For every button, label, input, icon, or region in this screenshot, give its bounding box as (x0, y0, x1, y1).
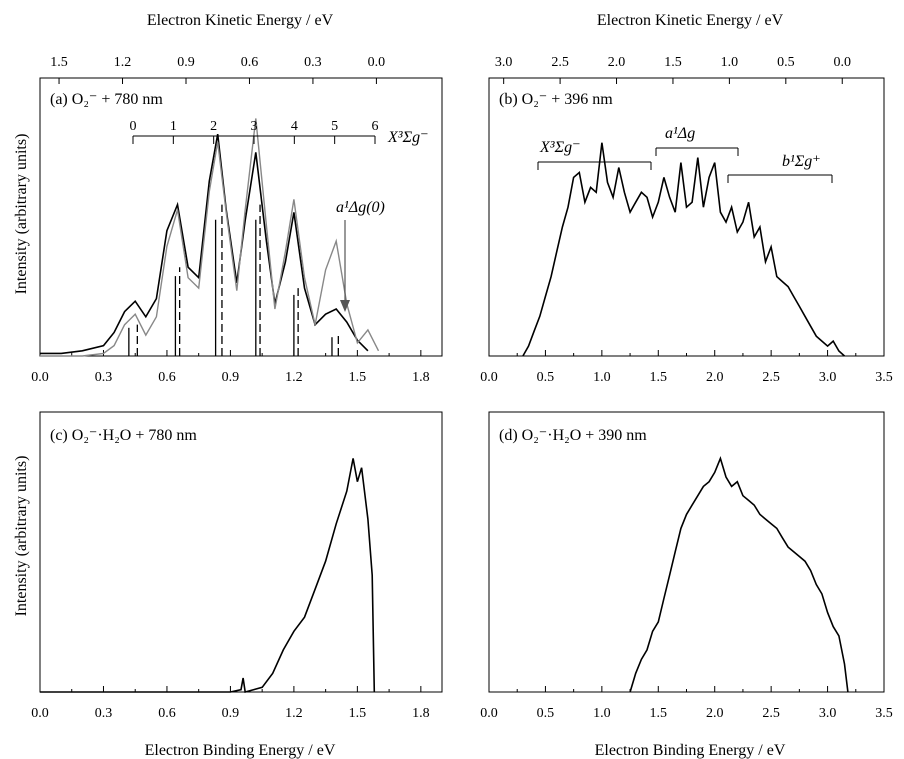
x2-tick-label: 0.5 (777, 55, 795, 70)
x-tick-label: 0.0 (31, 370, 49, 385)
x-tick-label: 3.0 (819, 370, 837, 385)
x-tick-label: 3.5 (875, 370, 893, 385)
panel-c-title: (c) O₂⁻·H₂O + 780 nm (50, 427, 197, 444)
x-tick-label: 3.0 (819, 706, 837, 721)
x-state-label-b: X³Σg⁻ (539, 139, 581, 156)
x2-tick-label: 0.0 (833, 55, 851, 70)
panel-b-title: (b) O₂⁻ + 396 nm (499, 91, 613, 108)
ladder-level-label: 5 (331, 119, 338, 134)
x-tick-label: 1.2 (285, 370, 303, 385)
x-tick-label: 3.5 (875, 706, 893, 721)
panel-d-title: (d) O₂⁻·H₂O + 390 nm (499, 427, 647, 444)
x2-tick-label: 1.0 (721, 55, 739, 70)
panel-c: (c) O₂⁻·H₂O + 780 nm 0.0 0.3 0.6 0.9 1.2 1.5 1… (31, 412, 442, 721)
x-tick-label: 0.0 (480, 370, 498, 385)
panel-a-frame (40, 78, 442, 356)
panel-b: (b) O₂⁻ + 396 nm 0.0 0.5 1.0 1.5 2.0 2.5 3.0 3.… (480, 55, 893, 385)
ladder-level-label: 2 (210, 119, 217, 134)
panel-b-annotations: X³Σg⁻ a¹Δg b¹Σg⁺ (538, 125, 832, 183)
x-tick-label: 1.8 (412, 706, 430, 721)
x2-tick-label: 1.2 (114, 55, 132, 70)
x-tick-label: 1.5 (650, 706, 668, 721)
x2-tick-label: 3.0 (495, 55, 513, 70)
x-tick-label: 0.5 (537, 706, 555, 721)
x-tick-label: 1.5 (349, 370, 367, 385)
x2-tick-label: 2.0 (608, 55, 626, 70)
top-axis-label-right: Electron Kinetic Energy / eV (597, 12, 784, 29)
x2-tick-label: 0.6 (241, 55, 259, 70)
x-tick-label: 1.5 (650, 370, 668, 385)
x-tick-label: 0.9 (222, 706, 240, 721)
x2-tick-label: 1.5 (50, 55, 68, 70)
panel-b-frame (489, 78, 884, 356)
bottom-axis-label-left: Electron Binding Energy / eV (145, 742, 336, 759)
x-tick-label: 0.3 (95, 706, 113, 721)
x-tick-label: 0.0 (31, 706, 49, 721)
a-state-label-a: a¹Δg(0) (336, 199, 385, 216)
b-state-label-b: b¹Σg⁺ (782, 153, 821, 170)
ladder-level-label: 1 (170, 119, 177, 134)
series-line-1 (40, 458, 374, 692)
x-tick-label: 1.2 (285, 706, 303, 721)
x-tick-label: 1.0 (593, 706, 611, 721)
x2-tick-label: 1.5 (664, 55, 682, 70)
x2-tick-label: 2.5 (551, 55, 569, 70)
x-tick-label: 0.3 (95, 370, 113, 385)
x-tick-label: 1.5 (349, 706, 367, 721)
x-tick-label: 0.6 (158, 370, 176, 385)
panel-a-title: (a) O₂⁻ + 780 nm (50, 91, 163, 108)
x-tick-label: 2.0 (706, 706, 724, 721)
series-line-1 (630, 458, 848, 692)
x-tick-label: 1.0 (593, 370, 611, 385)
ladder-level-label: 4 (291, 119, 298, 134)
x-tick-label: 2.5 (762, 370, 780, 385)
x-tick-label: 0.5 (537, 370, 555, 385)
x-tick-label: 0.6 (158, 706, 176, 721)
series-line-2 (40, 118, 379, 356)
y-axis-label-top: Intensity (arbitrary units) (13, 134, 30, 295)
panel-d-frame (489, 412, 884, 692)
x-tick-label: 0.9 (222, 370, 240, 385)
top-axis-label-left: Electron Kinetic Energy / eV (147, 12, 334, 29)
x-tick-label: 0.0 (480, 706, 498, 721)
y-axis-label-bottom: Intensity (arbitrary units) (13, 456, 30, 617)
x2-tick-label: 0.3 (304, 55, 322, 70)
x-state-label-a: X³Σg⁻ (387, 129, 429, 146)
x2-tick-label: 0.9 (177, 55, 195, 70)
vibrational-ladder: 0 1 2 3 4 5 6 (130, 119, 379, 144)
a-state-label-b: a¹Δg (665, 125, 695, 142)
ladder-level-label: 6 (372, 119, 379, 134)
bottom-axis-label-right: Electron Binding Energy / eV (595, 742, 786, 759)
x-tick-label: 1.8 (412, 370, 430, 385)
x-tick-label: 2.5 (762, 706, 780, 721)
panel-c-frame (40, 412, 442, 692)
ladder-level-label: 0 (130, 119, 137, 134)
x2-tick-label: 0.0 (368, 55, 386, 70)
x-tick-label: 2.0 (706, 370, 724, 385)
ladder-level-label: 3 (251, 119, 258, 134)
panel-a: (a) O₂⁻ + 780 nm 0.0 0.3 0.6 0.9 1.2 1.5 1.8 1.… (31, 55, 442, 385)
panel-d: (d) O₂⁻·H₂O + 390 nm 0.0 0.5 1.0 1.5 2.0 2.5 3… (480, 412, 893, 721)
